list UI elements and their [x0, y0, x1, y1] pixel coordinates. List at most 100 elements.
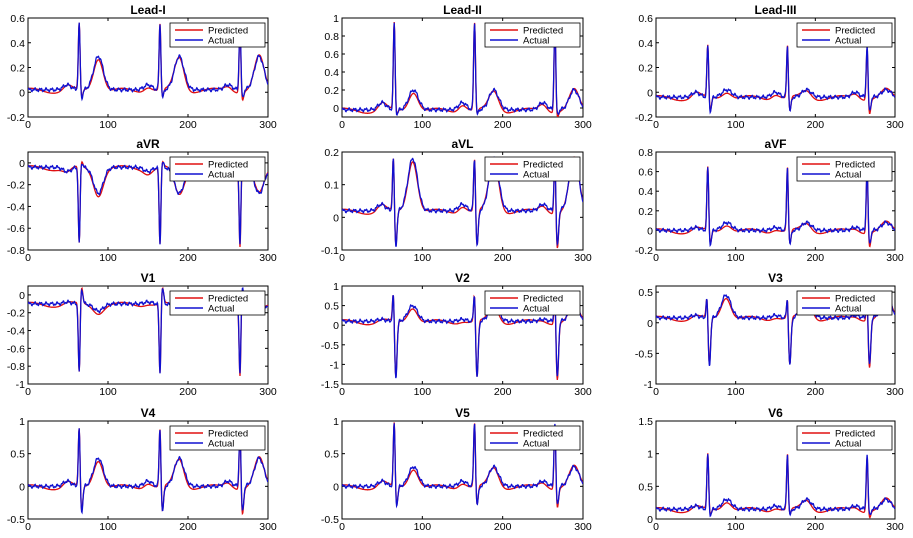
y-tick-label: 0.4	[324, 67, 339, 79]
subplot-title: V5	[455, 406, 470, 420]
subplot-title: aVF	[764, 137, 786, 151]
x-tick-label: 0	[25, 521, 31, 533]
y-tick-label: 1.5	[638, 416, 653, 428]
y-tick-label: 0	[333, 103, 339, 115]
subplot-v2: V2 0 100 200 300 -1.5 -1 -0.5 0 0.5 1 PredictedActu…	[321, 271, 592, 398]
y-tick-label: -0.6	[7, 223, 25, 235]
y-tick-label: 0	[647, 225, 653, 237]
legend-label-predicted: Predicted	[208, 429, 248, 440]
y-tick-label: -0.4	[7, 201, 25, 213]
x-tick-label: 0	[653, 252, 659, 264]
y-tick-label: -0.8	[7, 361, 25, 373]
x-tick-label: 100	[414, 119, 432, 131]
x-tick-label: 200	[179, 386, 197, 398]
y-tick-label: 0.5	[638, 481, 653, 493]
legend-label-predicted: Predicted	[523, 429, 563, 440]
x-tick-label: 300	[259, 521, 277, 533]
series-line-actual	[28, 428, 268, 515]
x-tick-label: 300	[574, 521, 592, 533]
legend-box	[796, 22, 893, 48]
y-tick-label: 0	[647, 318, 653, 330]
legend-label-actual: Actual	[835, 170, 861, 181]
x-tick-label: 200	[494, 119, 512, 131]
legend-box	[169, 22, 266, 48]
series-line-actual	[656, 292, 895, 367]
subplot-title: Lead-III	[754, 3, 796, 17]
y-tick-label: 0.4	[638, 38, 653, 50]
y-tick-label: 1	[19, 416, 25, 428]
x-tick-label: 100	[99, 386, 117, 398]
y-tick-label: -0.4	[7, 326, 25, 338]
legend-label-predicted: Predicted	[835, 26, 875, 37]
y-tick-label: 0.5	[324, 301, 339, 313]
y-tick-label: 0.2	[638, 63, 653, 75]
y-tick-label: -0.5	[321, 340, 339, 352]
x-tick-label: 0	[339, 119, 345, 131]
y-tick-label: 0.5	[324, 449, 339, 461]
y-tick-label: 0.8	[324, 31, 339, 43]
series-line-actual	[656, 45, 895, 115]
x-tick-label: 100	[99, 252, 117, 264]
x-tick-label: 100	[727, 386, 745, 398]
series-line-actual	[342, 22, 583, 117]
legend-label-predicted: Predicted	[835, 160, 875, 171]
legend-box	[796, 425, 893, 451]
y-tick-label: -0.2	[635, 245, 653, 257]
y-tick-label: 1	[333, 281, 339, 293]
x-tick-label: 0	[25, 119, 31, 131]
legend-box	[484, 22, 581, 48]
y-tick-label: 1	[333, 416, 339, 428]
x-tick-label: 300	[574, 119, 592, 131]
legend-label-predicted: Predicted	[208, 26, 248, 37]
legend-label-predicted: Predicted	[523, 26, 563, 37]
subplot-title: V2	[455, 271, 470, 285]
subplot-lead-ii: Lead-II 0 100 200 300 0 0.2 0.4 0.6 0.8 1 Predicted…	[324, 3, 592, 131]
legend-label-actual: Actual	[523, 439, 549, 450]
legend-label-actual: Actual	[208, 36, 234, 47]
y-tick-label: 0.4	[10, 38, 25, 50]
subplot-v1: V1 0 100 200 300 -1 -0.8 -0.6 -0.4 -0.2 0 Predicted…	[7, 271, 277, 398]
subplot-title: aVR	[136, 137, 160, 151]
x-tick-label: 200	[494, 252, 512, 264]
legend-box	[484, 156, 581, 182]
y-tick-label: -0.6	[7, 343, 25, 355]
subplot-title: V3	[768, 271, 783, 285]
y-tick-label: 0.6	[324, 49, 339, 61]
y-tick-label: 0.2	[324, 147, 339, 159]
y-tick-label: -0.1	[321, 245, 339, 257]
legend-label-actual: Actual	[208, 439, 234, 450]
y-tick-label: 1	[647, 449, 653, 461]
x-tick-label: 300	[886, 252, 904, 264]
y-tick-label: 0	[647, 87, 653, 99]
subplot-lead-i: Lead-I0 100 200 300-0.200.20.40.6PredictedA…	[7, 3, 277, 131]
y-tick-label: 0.2	[10, 63, 25, 75]
series-line-actual	[656, 454, 895, 518]
legend-label-predicted: Predicted	[208, 294, 248, 305]
legend-box	[484, 425, 581, 451]
x-tick-label: 100	[727, 119, 745, 131]
series-line-actual	[342, 295, 583, 379]
legend-box	[169, 156, 266, 182]
legend-box	[796, 290, 893, 316]
y-tick-label: -0.5	[7, 514, 25, 526]
y-tick-label: 0.6	[10, 13, 25, 25]
y-tick-label: -0.2	[7, 180, 25, 192]
y-tick-label: 0.8	[638, 147, 653, 159]
x-tick-label: 300	[259, 252, 277, 264]
x-tick-label: 100	[414, 252, 432, 264]
series-line-actual	[656, 167, 895, 248]
y-tick-label: -1	[16, 379, 25, 391]
legend-box	[169, 290, 266, 316]
y-tick-label: -0.2	[7, 112, 25, 124]
x-tick-label: 200	[494, 386, 512, 398]
y-tick-label: 0.5	[638, 287, 653, 299]
y-tick-label: 0.6	[638, 167, 653, 179]
